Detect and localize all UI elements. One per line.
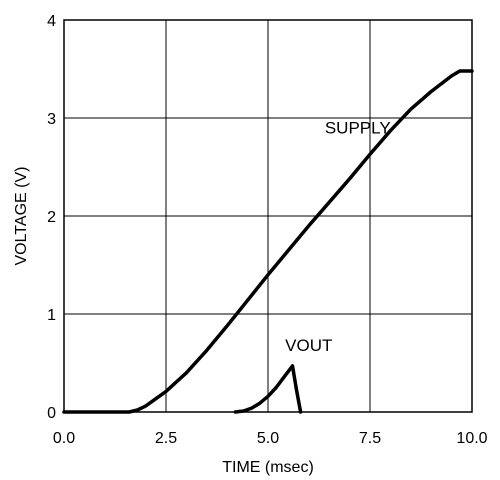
x-tick-label: 5.0 <box>257 430 279 447</box>
series-line-vout <box>233 364 303 414</box>
y-tick-label: 4 <box>47 13 56 30</box>
y-tick-label: 0 <box>47 405 56 422</box>
x-tick-label: 2.5 <box>155 430 177 447</box>
plot-frame <box>63 19 473 413</box>
x-axis-label: TIME (msec) <box>222 459 314 476</box>
x-tick-label: 7.5 <box>359 430 381 447</box>
series-line-supply <box>62 69 474 414</box>
x-tick-label: 10.0 <box>456 430 487 447</box>
y-tick-labels: 0 1 2 3 4 <box>47 13 56 422</box>
x-tick-labels: 0.0 2.5 5.0 7.5 10.0 <box>53 430 488 447</box>
series-lines <box>62 69 474 414</box>
y-axis-label: VOLTAGE (V) <box>13 167 30 266</box>
y-tick-label: 3 <box>47 111 56 128</box>
x-tick-label: 0.0 <box>53 430 75 447</box>
series-label-supply: SUPPLY <box>325 119 391 138</box>
grid-lines <box>64 20 472 412</box>
y-tick-label: 2 <box>47 209 56 226</box>
series-label-vout: VOUT <box>285 336 332 355</box>
y-tick-label: 1 <box>47 307 56 324</box>
